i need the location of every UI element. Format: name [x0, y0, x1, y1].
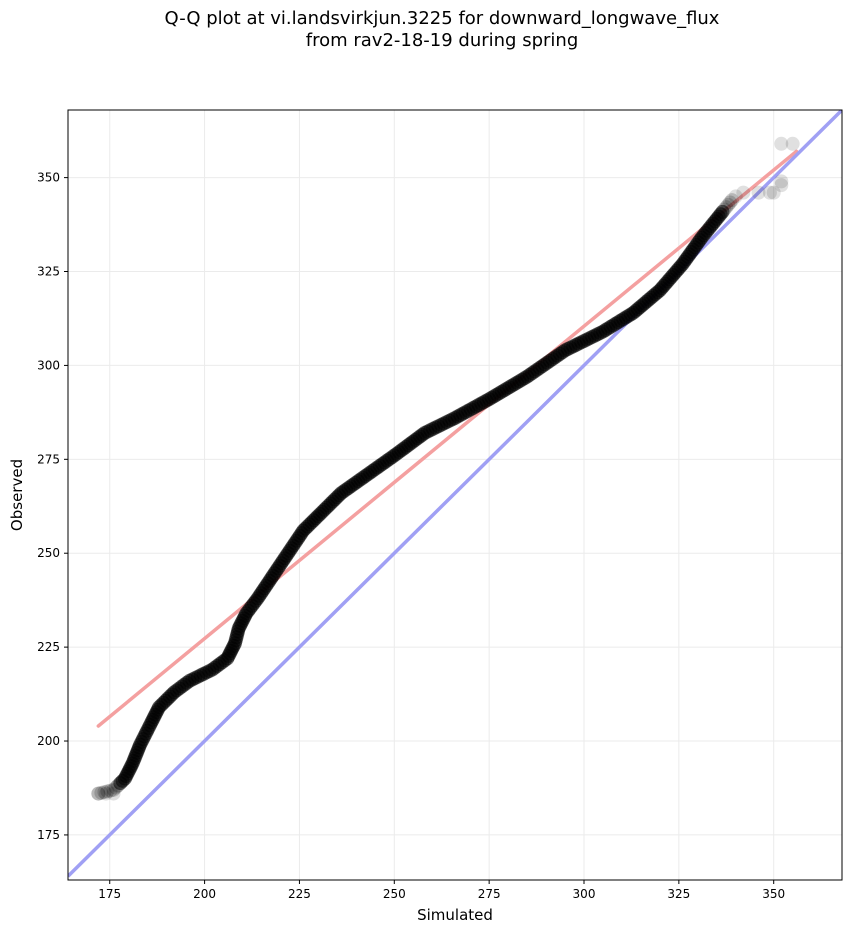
data-point: [110, 779, 125, 794]
x-tick-label: 325: [667, 887, 690, 901]
y-axis-label: Observed: [8, 459, 26, 531]
y-tick-label: 175: [37, 828, 60, 842]
data-point: [97, 785, 112, 800]
y-tick-label: 350: [37, 171, 60, 185]
chart-title-line-1: Q-Q plot at vi.landsvirkjun.3225 for dow…: [164, 8, 720, 29]
data-point: [728, 189, 743, 204]
y-tick-label: 275: [37, 452, 60, 466]
chart-title: Q-Q plot at vi.landsvirkjun.3225 for dow…: [0, 8, 851, 52]
data-point: [94, 785, 109, 800]
plot-frame: [67, 109, 843, 881]
reference-lines: [68, 110, 842, 878]
fit-line: [96, 149, 799, 728]
x-tick-label: 275: [478, 887, 501, 901]
x-tick-label: 200: [193, 887, 216, 901]
data-point: [774, 136, 789, 151]
identity-line: [68, 110, 842, 878]
grid-lines: [68, 110, 842, 880]
data-point: [723, 195, 738, 210]
data-points: [91, 136, 800, 801]
data-point: [724, 193, 739, 208]
x-tick-label: 225: [288, 887, 311, 901]
x-tick-label: 350: [762, 887, 785, 901]
y-tick-label: 250: [37, 546, 60, 560]
x-axis-label: Simulated: [417, 906, 493, 924]
chart-title-line-2: from rav2-18-19 during spring: [305, 30, 579, 51]
data-point: [719, 200, 734, 215]
x-tick-label: 175: [98, 887, 121, 901]
y-tick-label: 300: [37, 358, 60, 372]
data-point: [715, 204, 730, 219]
data-point: [736, 185, 751, 200]
data-point: [774, 174, 789, 189]
data-point: [91, 786, 106, 801]
x-tick-label: 300: [573, 887, 596, 901]
data-point: [100, 784, 115, 799]
data-point: [766, 185, 781, 200]
data-point: [98, 786, 113, 801]
x-axis-ticks: 175 200 225 250 275 300 325 350: [98, 880, 785, 901]
y-axis-ticks: 175 200 225 250 275 300 325 350: [37, 171, 68, 842]
y-tick-label: 325: [37, 265, 60, 279]
y-tick-label: 225: [37, 640, 60, 654]
data-point: [91, 786, 106, 801]
data-point: [721, 197, 736, 212]
y-tick-label: 200: [37, 734, 60, 748]
data-point: [717, 202, 732, 217]
data-point: [774, 178, 789, 193]
data-point: [106, 786, 121, 801]
x-tick-label: 250: [383, 887, 406, 901]
data-point: [103, 783, 118, 798]
data-point: [751, 185, 766, 200]
data-point: [785, 136, 800, 151]
data-point: [762, 185, 777, 200]
